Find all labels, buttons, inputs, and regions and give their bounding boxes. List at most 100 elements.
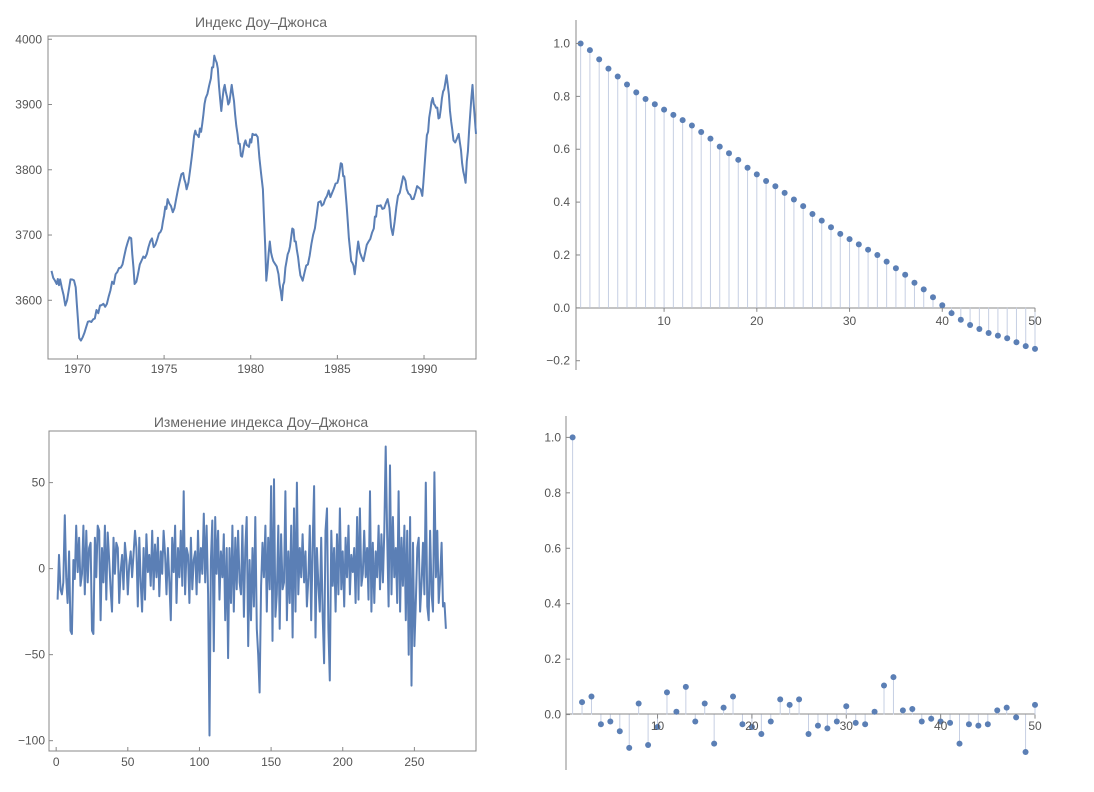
- y-tick-label: 1.0: [553, 37, 570, 51]
- acf-point: [796, 696, 803, 703]
- x-tick-label: 40: [936, 314, 950, 328]
- acf-point: [984, 721, 991, 728]
- acf-point: [890, 674, 897, 681]
- y-tick-label: 0.6: [553, 142, 570, 156]
- acf-point: [701, 700, 708, 707]
- acf-point: [679, 117, 686, 124]
- acf-point: [918, 718, 925, 725]
- dow-jones-change-chart: Изменение индекса Доу–Джонса 0 50 100 150 20…: [18, 414, 477, 769]
- acf-point: [833, 718, 840, 725]
- acf-point: [1013, 714, 1020, 721]
- acf-point: [597, 721, 604, 728]
- x-tick-label: 10: [657, 314, 671, 328]
- acf-point: [739, 721, 746, 728]
- acf-point: [758, 730, 765, 737]
- y-tick-label: 3800: [15, 163, 42, 177]
- acf-point: [855, 241, 862, 248]
- acf-point: [874, 251, 881, 258]
- y-tick-label: 1.0: [544, 430, 561, 444]
- acf-point: [651, 101, 658, 108]
- acf-point: [579, 699, 586, 706]
- acf-point: [744, 164, 751, 171]
- acf-point: [965, 721, 972, 728]
- acf-point: [624, 81, 630, 88]
- y-tick-label: 0.0: [544, 708, 561, 722]
- acf-point: [928, 715, 935, 722]
- acf-point: [577, 40, 584, 47]
- x-tick-label: 30: [843, 314, 857, 328]
- y-tick-label: 0.2: [544, 652, 561, 666]
- acf-point: [1022, 748, 1029, 755]
- y-tick-label: 3700: [15, 228, 42, 242]
- x-tick-label: 250: [404, 755, 424, 769]
- acf-point: [930, 294, 936, 301]
- y-tick-label: 3900: [15, 98, 42, 112]
- acf-point: [957, 316, 964, 323]
- acf-point: [843, 703, 850, 710]
- x-tick-label: 150: [261, 755, 281, 769]
- acf-point: [985, 329, 992, 336]
- y-tick-label: 0.8: [553, 89, 570, 103]
- acf-point: [654, 724, 661, 731]
- acf-point: [707, 135, 714, 142]
- acf-point: [767, 718, 774, 725]
- y-tick-label: 0.0: [553, 301, 570, 315]
- acf-point: [735, 156, 742, 163]
- y-tick-label: 0.8: [544, 486, 561, 500]
- acf-point: [763, 177, 770, 184]
- chart-title: Индекс Доу–Джонса: [195, 14, 327, 30]
- acf-point: [892, 265, 899, 272]
- acf-point: [605, 65, 612, 72]
- acf-point: [588, 693, 595, 700]
- acf-point: [682, 683, 689, 690]
- acf-point: [956, 740, 963, 747]
- acf-point: [994, 707, 1001, 714]
- x-tick-label: 50: [1028, 719, 1042, 733]
- acf-point: [814, 722, 821, 729]
- acf-point: [645, 742, 652, 749]
- acf-point: [730, 693, 737, 700]
- chart-title: Изменение индекса Доу–Джонса: [154, 414, 369, 430]
- acf-point: [976, 325, 983, 332]
- acf-point: [1004, 335, 1011, 342]
- acf-point: [772, 183, 779, 190]
- acf-point: [828, 224, 834, 231]
- y-tick-label: 0.2: [553, 248, 570, 262]
- acf-point: [852, 719, 859, 726]
- acf-point: [948, 310, 955, 317]
- acf-point: [726, 150, 732, 157]
- acf-point: [809, 211, 816, 218]
- acf-point: [633, 89, 640, 96]
- y-tick-label: 0.6: [544, 541, 561, 555]
- acf-point: [846, 236, 853, 243]
- y-tick-label: −0.2: [546, 354, 570, 368]
- acf-point: [937, 718, 944, 725]
- acf-point: [871, 708, 878, 715]
- acf-point: [818, 217, 825, 224]
- acf-point: [909, 706, 916, 713]
- acf-point: [614, 73, 621, 80]
- acf-point: [642, 96, 649, 103]
- acf-point: [800, 203, 807, 210]
- acf-point: [569, 434, 576, 441]
- x-tick-label: 1975: [151, 362, 178, 376]
- acf-point: [1032, 701, 1038, 708]
- acf-point: [975, 722, 982, 729]
- x-tick-label: 10: [651, 719, 665, 733]
- y-tick-label: 0.4: [553, 195, 570, 209]
- acf-point: [688, 122, 695, 129]
- x-tick-label: 20: [750, 314, 764, 328]
- change-series-line: [56, 445, 447, 737]
- acf-point: [786, 701, 793, 708]
- acf-point: [947, 719, 954, 726]
- x-tick-label: 1985: [324, 362, 351, 376]
- acf-point: [939, 302, 946, 309]
- y-tick-label: 4000: [15, 32, 42, 46]
- acf-point: [670, 111, 677, 118]
- acf-point: [626, 744, 633, 751]
- dow-jones-index-chart: Индекс Доу–Джонса 1970 1975 1980 1985 1990 3…: [15, 14, 477, 376]
- acf-point: [616, 728, 623, 735]
- acf-point: [911, 279, 918, 286]
- acf-point: [920, 286, 927, 293]
- acf-point: [596, 56, 603, 63]
